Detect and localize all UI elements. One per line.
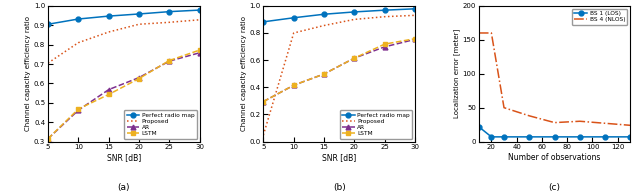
Proposed bbox=[166, 21, 173, 23]
AR bbox=[290, 84, 298, 87]
LSTM bbox=[196, 49, 204, 51]
Perfect radio map bbox=[320, 13, 328, 15]
LSTM bbox=[166, 59, 173, 62]
Perfect radio map bbox=[260, 21, 268, 23]
Title: (a): (a) bbox=[118, 183, 130, 192]
Line: LSTM: LSTM bbox=[261, 36, 417, 104]
AR bbox=[411, 38, 419, 41]
AR bbox=[196, 52, 204, 54]
BS 1 (LOS) bbox=[475, 126, 483, 128]
Y-axis label: Localization error [meter]: Localization error [meter] bbox=[453, 29, 460, 118]
LSTM bbox=[351, 57, 358, 59]
AR bbox=[135, 76, 143, 79]
Proposed bbox=[260, 134, 268, 136]
AR bbox=[351, 57, 358, 59]
BS 4 (NLOS) bbox=[551, 121, 559, 124]
Proposed bbox=[196, 19, 204, 21]
LSTM bbox=[411, 37, 419, 40]
Proposed bbox=[290, 32, 298, 34]
AR bbox=[166, 60, 173, 62]
LSTM bbox=[381, 43, 388, 45]
AR bbox=[260, 100, 268, 103]
AR bbox=[381, 46, 388, 48]
LSTM bbox=[320, 73, 328, 75]
LSTM bbox=[260, 100, 268, 103]
BS 4 (NLOS) bbox=[525, 115, 533, 117]
BS 4 (NLOS) bbox=[602, 122, 609, 125]
Proposed bbox=[381, 16, 388, 18]
BS 4 (NLOS) bbox=[500, 107, 508, 109]
BS 1 (LOS) bbox=[500, 136, 508, 138]
BS 1 (LOS) bbox=[576, 136, 584, 138]
Line: LSTM: LSTM bbox=[45, 48, 202, 141]
Line: Proposed: Proposed bbox=[48, 20, 200, 63]
Legend: BS 1 (LOS), BS 4 (NLOS): BS 1 (LOS), BS 4 (NLOS) bbox=[572, 9, 627, 25]
AR bbox=[44, 138, 52, 140]
BS 4 (NLOS) bbox=[576, 120, 584, 122]
BS 1 (LOS) bbox=[525, 136, 533, 138]
Line: Perfect radio map: Perfect radio map bbox=[45, 8, 202, 27]
Line: AR: AR bbox=[261, 37, 417, 104]
Perfect radio map bbox=[411, 8, 419, 10]
LSTM bbox=[44, 138, 52, 140]
Perfect radio map bbox=[196, 9, 204, 11]
Line: BS 1 (LOS): BS 1 (LOS) bbox=[476, 124, 633, 139]
Perfect radio map bbox=[44, 23, 52, 25]
BS 1 (LOS) bbox=[627, 136, 634, 138]
Perfect radio map bbox=[351, 11, 358, 13]
Proposed bbox=[351, 18, 358, 21]
LSTM bbox=[74, 108, 82, 110]
Title: (b): (b) bbox=[333, 183, 346, 192]
Perfect radio map bbox=[290, 17, 298, 19]
Legend: Perfect radio map, Proposed, AR, LSTM: Perfect radio map, Proposed, AR, LSTM bbox=[124, 110, 196, 139]
BS 1 (LOS) bbox=[488, 136, 495, 138]
Y-axis label: Channel capacity efficiency ratio: Channel capacity efficiency ratio bbox=[241, 16, 246, 131]
Proposed bbox=[105, 31, 113, 33]
Proposed bbox=[44, 62, 52, 64]
X-axis label: Number of observations: Number of observations bbox=[508, 153, 601, 162]
AR bbox=[105, 88, 113, 91]
BS 1 (LOS) bbox=[551, 136, 559, 138]
Line: Perfect radio map: Perfect radio map bbox=[261, 6, 417, 24]
X-axis label: SNR [dB]: SNR [dB] bbox=[107, 153, 141, 162]
Line: AR: AR bbox=[45, 50, 202, 141]
Proposed bbox=[135, 23, 143, 25]
Proposed bbox=[74, 42, 82, 44]
Perfect radio map bbox=[105, 15, 113, 17]
BS 4 (NLOS) bbox=[627, 124, 634, 126]
AR bbox=[74, 109, 82, 111]
Perfect radio map bbox=[166, 10, 173, 13]
Proposed bbox=[411, 14, 419, 16]
BS 1 (LOS) bbox=[602, 136, 609, 138]
X-axis label: SNR [dB]: SNR [dB] bbox=[322, 153, 356, 162]
Proposed bbox=[320, 24, 328, 27]
LSTM bbox=[290, 84, 298, 87]
LSTM bbox=[105, 93, 113, 96]
Legend: Perfect radio map, Proposed, AR, LSTM: Perfect radio map, Proposed, AR, LSTM bbox=[340, 110, 412, 139]
BS 4 (NLOS) bbox=[488, 32, 495, 34]
Line: Proposed: Proposed bbox=[264, 15, 415, 135]
Perfect radio map bbox=[74, 18, 82, 20]
Perfect radio map bbox=[381, 9, 388, 11]
LSTM bbox=[135, 77, 143, 80]
Title: (c): (c) bbox=[548, 183, 561, 192]
BS 4 (NLOS) bbox=[475, 32, 483, 34]
Line: BS 4 (NLOS): BS 4 (NLOS) bbox=[479, 33, 630, 125]
Perfect radio map bbox=[135, 13, 143, 15]
Y-axis label: Channel capacity efficiency ratio: Channel capacity efficiency ratio bbox=[25, 16, 31, 131]
AR bbox=[320, 73, 328, 75]
